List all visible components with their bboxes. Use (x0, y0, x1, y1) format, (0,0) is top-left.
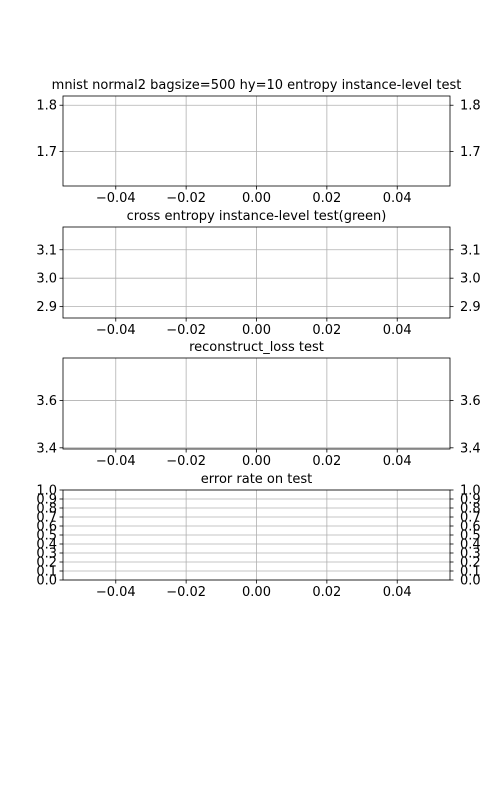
y-tick-label-left: 0.6 (36, 520, 57, 535)
x-tick-label: 0.02 (312, 323, 341, 338)
y-tick-label-right: 2.9 (460, 300, 481, 315)
x-tick-label: 0.02 (312, 454, 341, 469)
subplot-1: −0.04 −0.02 0.00 0.02 0.04 1.7 1.7 1.8 1.8 mnist … (36, 78, 480, 206)
y-tick-label-right: 0.5 (460, 529, 481, 544)
y-tick-label-left: 0.2 (36, 556, 57, 571)
y-tick-label-right: 0.4 (460, 538, 481, 553)
x-tick-label: 0.02 (312, 585, 341, 600)
subplot-4: −0.04 −0.02 0.00 0.02 0.040.0 0.00.1 0.10.2 0.2… (36, 472, 480, 600)
y-tick-label-left: 0.0 (36, 574, 57, 589)
y-tick-label-left: 0.3 (36, 547, 57, 562)
x-tick-label: 0.00 (242, 454, 271, 469)
y-tick-label-left: 0.4 (36, 538, 57, 553)
y-tick-label-right: 3.4 (460, 441, 481, 456)
y-tick-label-left: 1.8 (36, 99, 57, 114)
y-tick-label-right: 0.9 (460, 493, 481, 508)
subplot-title: reconstruct_loss test (189, 340, 324, 355)
y-tick-label-left: 0.9 (36, 493, 57, 508)
y-tick-label-left: 1.7 (36, 145, 57, 160)
y-tick-label-right: 0.6 (460, 520, 481, 535)
y-tick-label-right: 3.1 (460, 243, 481, 258)
y-tick-label-right: 1.8 (460, 99, 481, 114)
x-tick-label: −0.04 (96, 191, 136, 206)
y-tick-label-left: 3.6 (36, 394, 57, 409)
y-tick-label-right: 3.0 (460, 272, 481, 287)
y-tick-label-right: 0.1 (460, 565, 481, 580)
y-tick-label-right: 0.8 (460, 502, 481, 517)
x-tick-label: 0.00 (242, 191, 271, 206)
x-tick-label: 0.04 (383, 585, 412, 600)
y-tick-label-right: 0.2 (460, 556, 481, 571)
x-tick-label: 0.04 (383, 323, 412, 338)
y-tick-label-right: 0.7 (460, 511, 481, 526)
x-tick-label: 0.00 (242, 323, 271, 338)
y-tick-label-left: 3.1 (36, 243, 57, 258)
y-tick-label-left: 0.5 (36, 529, 57, 544)
y-tick-label-left: 2.9 (36, 300, 57, 315)
subplot-title: error rate on test (201, 472, 312, 487)
x-tick-label: 0.02 (312, 191, 341, 206)
y-tick-label-left: 0.8 (36, 502, 57, 517)
y-tick-label-left: 0.1 (36, 565, 57, 580)
x-tick-label: −0.02 (166, 454, 206, 469)
y-tick-label-left: 3.0 (36, 272, 57, 287)
x-tick-label: −0.04 (96, 454, 136, 469)
subplot-2: −0.04 −0.02 0.00 0.02 0.04 2.9 2.9 3.0 3.0 3.1 3.1… (36, 209, 480, 338)
y-tick-label-right: 1.0 (460, 484, 481, 499)
subplot-3: −0.04 −0.02 0.00 0.02 0.04 3.4 3.4 3.6 3.6 recons… (36, 340, 480, 469)
y-tick-label-left: 3.4 (36, 441, 57, 456)
x-tick-label: −0.04 (96, 323, 136, 338)
x-tick-label: 0.00 (242, 585, 271, 600)
x-tick-label: −0.02 (166, 191, 206, 206)
x-tick-label: −0.04 (96, 585, 136, 600)
subplot-title: cross entropy instance-level test(green) (127, 209, 387, 224)
x-tick-label: 0.04 (383, 454, 412, 469)
subplot-title: mnist normal2 bagsize=500 hy=10 entropy … (52, 78, 462, 93)
y-tick-label-left: 0.7 (36, 511, 57, 526)
x-tick-label: −0.02 (166, 585, 206, 600)
y-tick-label-left: 1.0 (36, 484, 57, 499)
x-tick-label: −0.02 (166, 323, 206, 338)
y-tick-label-right: 0.0 (460, 574, 481, 589)
x-tick-label: 0.04 (383, 191, 412, 206)
y-tick-label-right: 0.3 (460, 547, 481, 562)
y-tick-label-right: 3.6 (460, 394, 481, 409)
y-tick-label-right: 1.7 (460, 145, 481, 160)
